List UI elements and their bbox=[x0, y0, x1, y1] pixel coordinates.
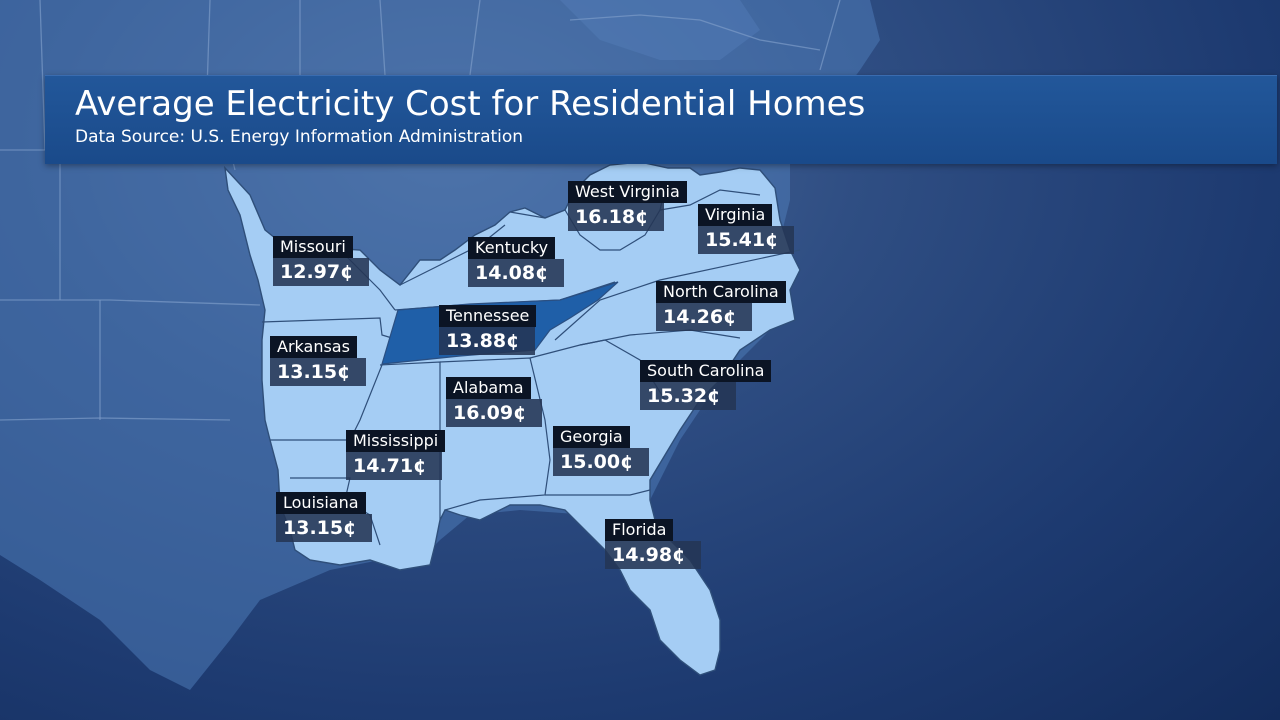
label-arkansas: Arkansas 13.15¢ bbox=[270, 336, 366, 386]
label-georgia: Georgia 15.00¢ bbox=[553, 426, 649, 476]
state-value: 12.97¢ bbox=[273, 258, 369, 286]
border-mo-ar bbox=[261, 317, 393, 339]
canada-lakes-land bbox=[560, 0, 760, 60]
label-north-carolina: North Carolina 14.26¢ bbox=[656, 281, 786, 331]
state-name: Virginia bbox=[698, 204, 773, 226]
state-name: Mississippi bbox=[346, 430, 446, 452]
state-value: 14.26¢ bbox=[656, 303, 752, 331]
label-mississippi: Mississippi 14.71¢ bbox=[346, 430, 446, 480]
state-name: Florida bbox=[605, 519, 674, 541]
state-value: 15.41¢ bbox=[698, 226, 794, 254]
data-source: Data Source: U.S. Energy Information Adm… bbox=[75, 127, 524, 147]
label-louisiana: Louisiana 13.15¢ bbox=[276, 492, 372, 542]
state-name: Louisiana bbox=[276, 492, 366, 514]
state-name: North Carolina bbox=[656, 281, 786, 303]
state-value: 15.00¢ bbox=[553, 448, 649, 476]
label-alabama: Alabama 16.09¢ bbox=[446, 377, 542, 427]
state-name: Arkansas bbox=[270, 336, 357, 358]
state-value: 14.71¢ bbox=[346, 452, 442, 480]
state-name: Georgia bbox=[553, 426, 630, 448]
state-name: Kentucky bbox=[468, 237, 556, 259]
state-value: 15.32¢ bbox=[640, 382, 736, 410]
state-value: 14.08¢ bbox=[468, 259, 564, 287]
border-va-md bbox=[659, 189, 761, 211]
state-name: Missouri bbox=[273, 236, 353, 258]
state-value: 13.15¢ bbox=[276, 514, 372, 542]
label-south-carolina: South Carolina 15.32¢ bbox=[640, 360, 772, 410]
label-tennessee: Tennessee 13.88¢ bbox=[439, 305, 537, 355]
label-virginia: Virginia 15.41¢ bbox=[698, 204, 794, 254]
state-value: 16.09¢ bbox=[446, 399, 542, 427]
border-ga-fl bbox=[545, 489, 651, 496]
state-value: 14.98¢ bbox=[605, 541, 701, 569]
label-kentucky: Kentucky 14.08¢ bbox=[468, 237, 564, 287]
border-nc-sc bbox=[579, 329, 741, 346]
label-florida: Florida 14.98¢ bbox=[605, 519, 701, 569]
page-title: Average Electricity Cost for Residential… bbox=[75, 84, 866, 124]
label-west-virginia: West Virginia 16.18¢ bbox=[568, 181, 687, 231]
state-name: Alabama bbox=[446, 377, 531, 399]
state-value: 13.88¢ bbox=[439, 327, 535, 355]
state-name: Tennessee bbox=[439, 305, 537, 327]
state-value: 13.15¢ bbox=[270, 358, 366, 386]
land-borders bbox=[0, 0, 841, 421]
state-name: South Carolina bbox=[640, 360, 772, 382]
border-nc-va bbox=[554, 249, 801, 341]
title-banner: Average Electricity Cost for Residential… bbox=[45, 75, 1277, 164]
label-missouri: Missouri 12.97¢ bbox=[273, 236, 369, 286]
state-value: 16.18¢ bbox=[568, 203, 664, 231]
state-name: West Virginia bbox=[568, 181, 687, 203]
